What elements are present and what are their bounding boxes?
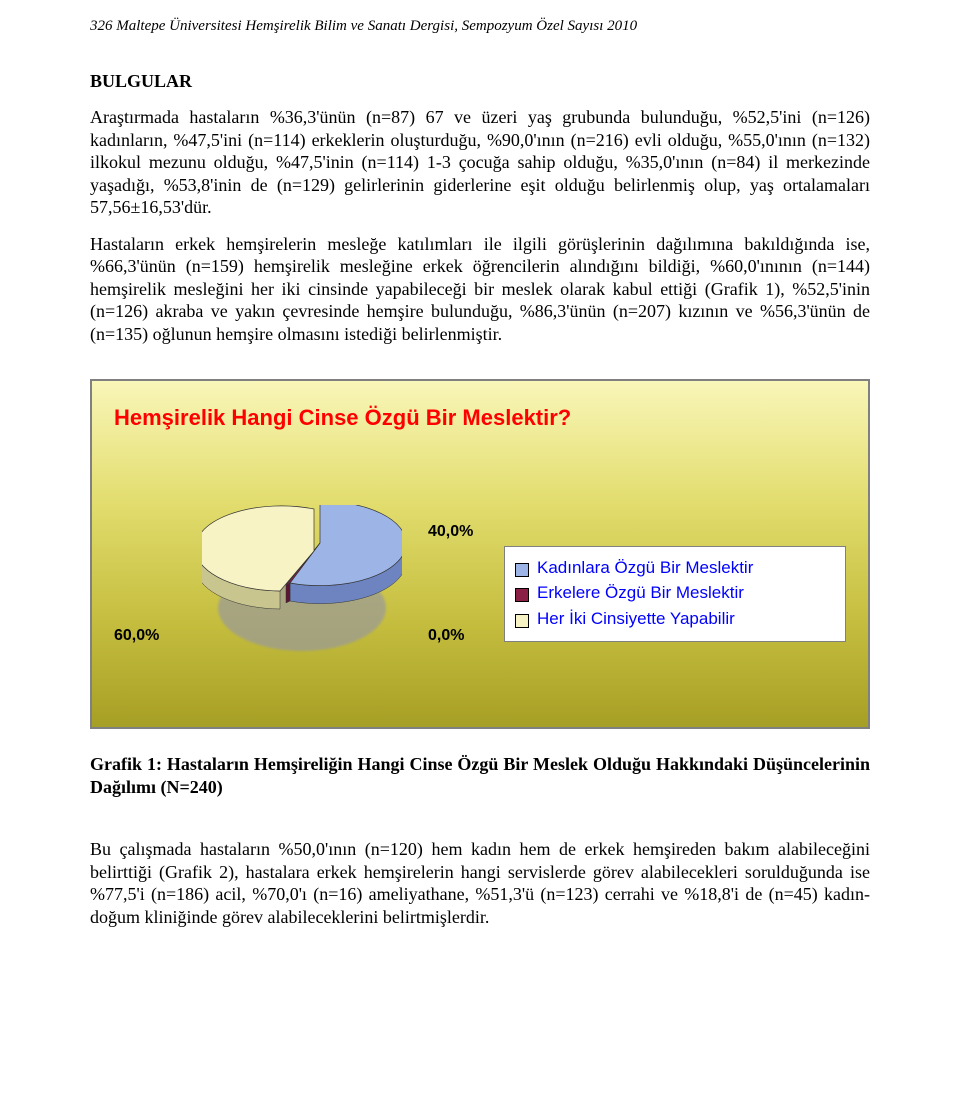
chart-title: Hemşirelik Hangi Cinse Özgü Bir Meslekti… bbox=[114, 405, 846, 431]
pie-label-female: 40,0% bbox=[428, 523, 473, 541]
legend-swatch-female bbox=[515, 563, 529, 577]
paragraph-3: Bu çalışmada hastaların %50,0'ının (n=12… bbox=[90, 838, 870, 928]
chart-container: Hemşirelik Hangi Cinse Özgü Bir Meslekti… bbox=[90, 379, 870, 729]
page: 326 Maltepe Üniversitesi Hemşirelik Bili… bbox=[0, 0, 960, 972]
pie-label-both: 60,0% bbox=[114, 627, 159, 645]
paragraph-2: Hastaların erkek hemşirelerin mesleğe ka… bbox=[90, 233, 870, 346]
pie-label-male: 0,0% bbox=[428, 627, 464, 645]
pie-wall-male bbox=[286, 583, 290, 603]
chart-legend: Kadınlara Özgü Bir Meslektir Erkelere Öz… bbox=[504, 546, 846, 642]
chart-caption: Grafik 1: Hastaların Hemşireliğin Hangi … bbox=[90, 753, 870, 798]
legend-item-female: Kadınlara Özgü Bir Meslektir bbox=[515, 555, 835, 580]
pie-svg bbox=[202, 505, 402, 645]
legend-label-female: Kadınlara Özgü Bir Meslektir bbox=[537, 557, 753, 578]
legend-item-male: Erkelere Özgü Bir Meslektir bbox=[515, 580, 835, 605]
page-header: 326 Maltepe Üniversitesi Hemşirelik Bili… bbox=[90, 18, 870, 35]
paragraph-1: Araştırmada hastaların %36,3'ünün (n=87)… bbox=[90, 106, 870, 219]
legend-swatch-both bbox=[515, 614, 529, 628]
pie-chart: 60,0% 40,0% 0,0% bbox=[114, 499, 474, 689]
legend-swatch-male bbox=[515, 588, 529, 602]
legend-label-male: Erkelere Özgü Bir Meslektir bbox=[537, 582, 744, 603]
legend-item-both: Her İki Cinsiyette Yapabilir bbox=[515, 606, 835, 631]
chart-body: 60,0% 40,0% 0,0% Kadınlara Özgü Bir Mesl… bbox=[114, 499, 846, 689]
legend-label-both: Her İki Cinsiyette Yapabilir bbox=[537, 608, 735, 629]
section-heading-bulgular: BULGULAR bbox=[90, 71, 870, 92]
